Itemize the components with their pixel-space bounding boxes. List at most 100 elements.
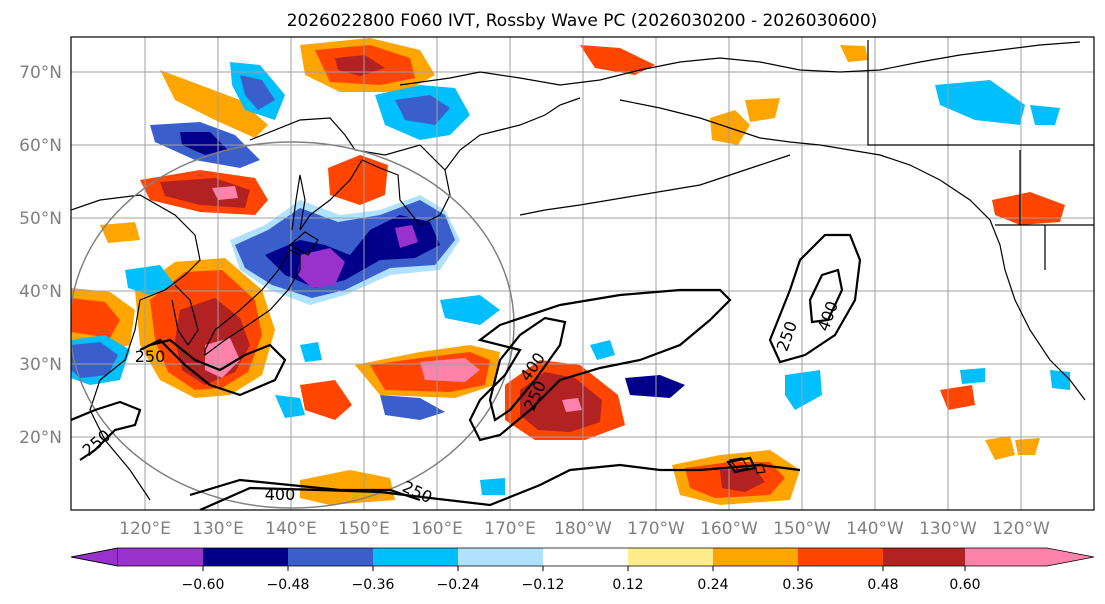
anomaly-region-alaska-orange-2: [745, 98, 780, 122]
anomaly-region-subtrop-sky: [275, 395, 305, 418]
coastline-sakhalin: [291, 174, 306, 231]
anomaly-region-hawaii-darkred: [720, 468, 765, 492]
colorbar-segment: [288, 548, 373, 566]
anomaly-region-nw-blue-2: [240, 75, 275, 110]
anomaly-region-subtropic-darkred: [520, 372, 602, 432]
contour-250-japan: [139, 338, 287, 397]
anomaly-region-subtrop-blue: [380, 395, 445, 420]
ivt-contours: [71, 233, 862, 510]
coastline-alaska: [619, 99, 1086, 401]
contour-400-northeast: [808, 268, 844, 324]
colorbar-segment: [883, 548, 965, 566]
contour-400-south: [189, 478, 421, 502]
colorbar-tick-label: −0.24: [437, 577, 480, 593]
colorbar-segment: [798, 548, 883, 566]
anomaly-region-okhotsk: [328, 155, 388, 205]
lon-tick-label: 170°E: [484, 519, 536, 539]
anomaly-region-west-red: [71, 298, 120, 338]
anomaly-region-nw-orange: [160, 70, 268, 138]
anomaly-region-kuril-purple-2: [395, 225, 418, 248]
colorbar-tick-label: 0.48: [867, 577, 898, 593]
lat-tick-label: 20°N: [19, 428, 62, 448]
anomaly-region-kuril-purple: [298, 248, 345, 288]
coastlines: [71, 40, 1094, 501]
colorbar-tick-label: −0.60: [182, 577, 225, 593]
contour-250-southwest: [71, 400, 142, 461]
anomaly-region-subtrop-sky-3: [590, 340, 615, 360]
anomaly-region-ne-sky-2: [1050, 370, 1070, 390]
lon-tick-label: 120°E: [119, 519, 171, 539]
coastline-korea: [171, 284, 199, 347]
lon-tick-label: 140°W: [846, 519, 904, 539]
colorbar-segment: [458, 548, 543, 566]
anomaly-region-arctic-blue: [395, 95, 450, 125]
colorbar-segment: [543, 548, 628, 566]
colorbar-segment: [713, 548, 798, 566]
lon-tick-label: 150°W: [773, 519, 831, 539]
colorbar-tick-label: 0.12: [612, 577, 643, 593]
lat-tick-label: 30°N: [19, 355, 62, 375]
colorbar: −0.60 −0.48 −0.36 −0.24 −0.12 0.12 0.24 …: [70, 547, 1095, 593]
lon-tick-label: 170°W: [627, 519, 685, 539]
figure-title: 2026022800 F060 IVT, Rossby Wave PC (202…: [287, 11, 878, 31]
anomaly-region-west-blue: [71, 342, 118, 378]
colorbar-tick-labels: −0.60 −0.48 −0.36 −0.24 −0.12 0.12 0.24 …: [182, 577, 981, 593]
coastline-kamchatka: [444, 97, 581, 171]
anomaly-region-arctic-orange-2: [840, 45, 868, 62]
colorbar-segment: [203, 548, 288, 566]
colorbar-tick-label: 0.24: [697, 577, 728, 593]
coastline-hokkaido: [288, 231, 319, 256]
anomaly-region-west-sky-2: [125, 265, 175, 295]
coastline-siberia: [249, 117, 451, 231]
colorbar-segment: [373, 548, 458, 566]
colorbar-segment: [628, 548, 713, 566]
colorbar-tick-label: −0.12: [522, 577, 565, 593]
contour-400-small: [726, 456, 757, 474]
contour-250-northeast: [768, 233, 862, 364]
anomaly-region-subtrop-sky-4: [785, 370, 822, 410]
lat-tick-label: 50°N: [19, 209, 62, 229]
lon-tick-label: 130°E: [192, 519, 244, 539]
anomaly-region-subtrop-sky-5: [480, 478, 505, 495]
lon-tick-label: 160°E: [411, 519, 463, 539]
coastline-arctic: [399, 41, 1081, 86]
rossby-wave-circle: [71, 141, 515, 509]
lon-tick-label: 130°W: [919, 519, 977, 539]
colorbar-segment: [965, 548, 1047, 566]
anomaly-region-north-darkred: [160, 178, 250, 208]
anomaly-region-nw-darkblue: [180, 132, 228, 155]
colorbar-segment: [118, 548, 203, 566]
anomaly-region-arctic-orange: [580, 45, 655, 75]
anomaly-region-subtropic-pink: [562, 398, 582, 412]
lon-tick-label: 120°W: [992, 519, 1050, 539]
lon-tick-label: 160°W: [700, 519, 758, 539]
graticule: [71, 37, 1094, 510]
coastline-asia: [71, 194, 201, 501]
anomaly-region-subtrop-sky-6: [300, 342, 322, 362]
contour-250-south: [199, 463, 801, 510]
anomaly-region-ne-sky: [960, 368, 985, 384]
coastline-aleutians: [519, 154, 791, 216]
colorbar-ticks: [202, 566, 966, 571]
anomaly-region-ca-orange: [985, 436, 1015, 460]
anomaly-region-nw-us-orange: [992, 192, 1065, 225]
anomaly-region-alaska-sky: [935, 80, 1025, 125]
colorbar-tick-label: −0.48: [267, 577, 310, 593]
contour-label: 400: [265, 485, 296, 504]
border-us-canada: [867, 40, 1094, 270]
colorbar-outline: [70, 547, 1095, 567]
map-border: [70, 36, 1095, 511]
anomaly-region-siberia-darkred: [335, 55, 385, 76]
contour-label: 250: [135, 347, 166, 366]
longitude-labels: 120°E 130°E 140°E 150°E 160°E 170°E 180°…: [119, 519, 1050, 539]
ivt-shading: [71, 38, 1070, 505]
anomaly-region-subtrop-sky-2: [440, 295, 500, 325]
lat-tick-label: 60°N: [19, 136, 62, 156]
colorbar-tick-label: 0.60: [949, 577, 980, 593]
colorbar-tick-label: −0.36: [352, 577, 395, 593]
anomaly-region-sw-red: [300, 380, 352, 420]
anomaly-region-alaska-sky-2: [1030, 105, 1060, 125]
anomaly-region-ne-pacific-orange: [940, 385, 975, 410]
lon-tick-label: 180°W: [554, 519, 612, 539]
